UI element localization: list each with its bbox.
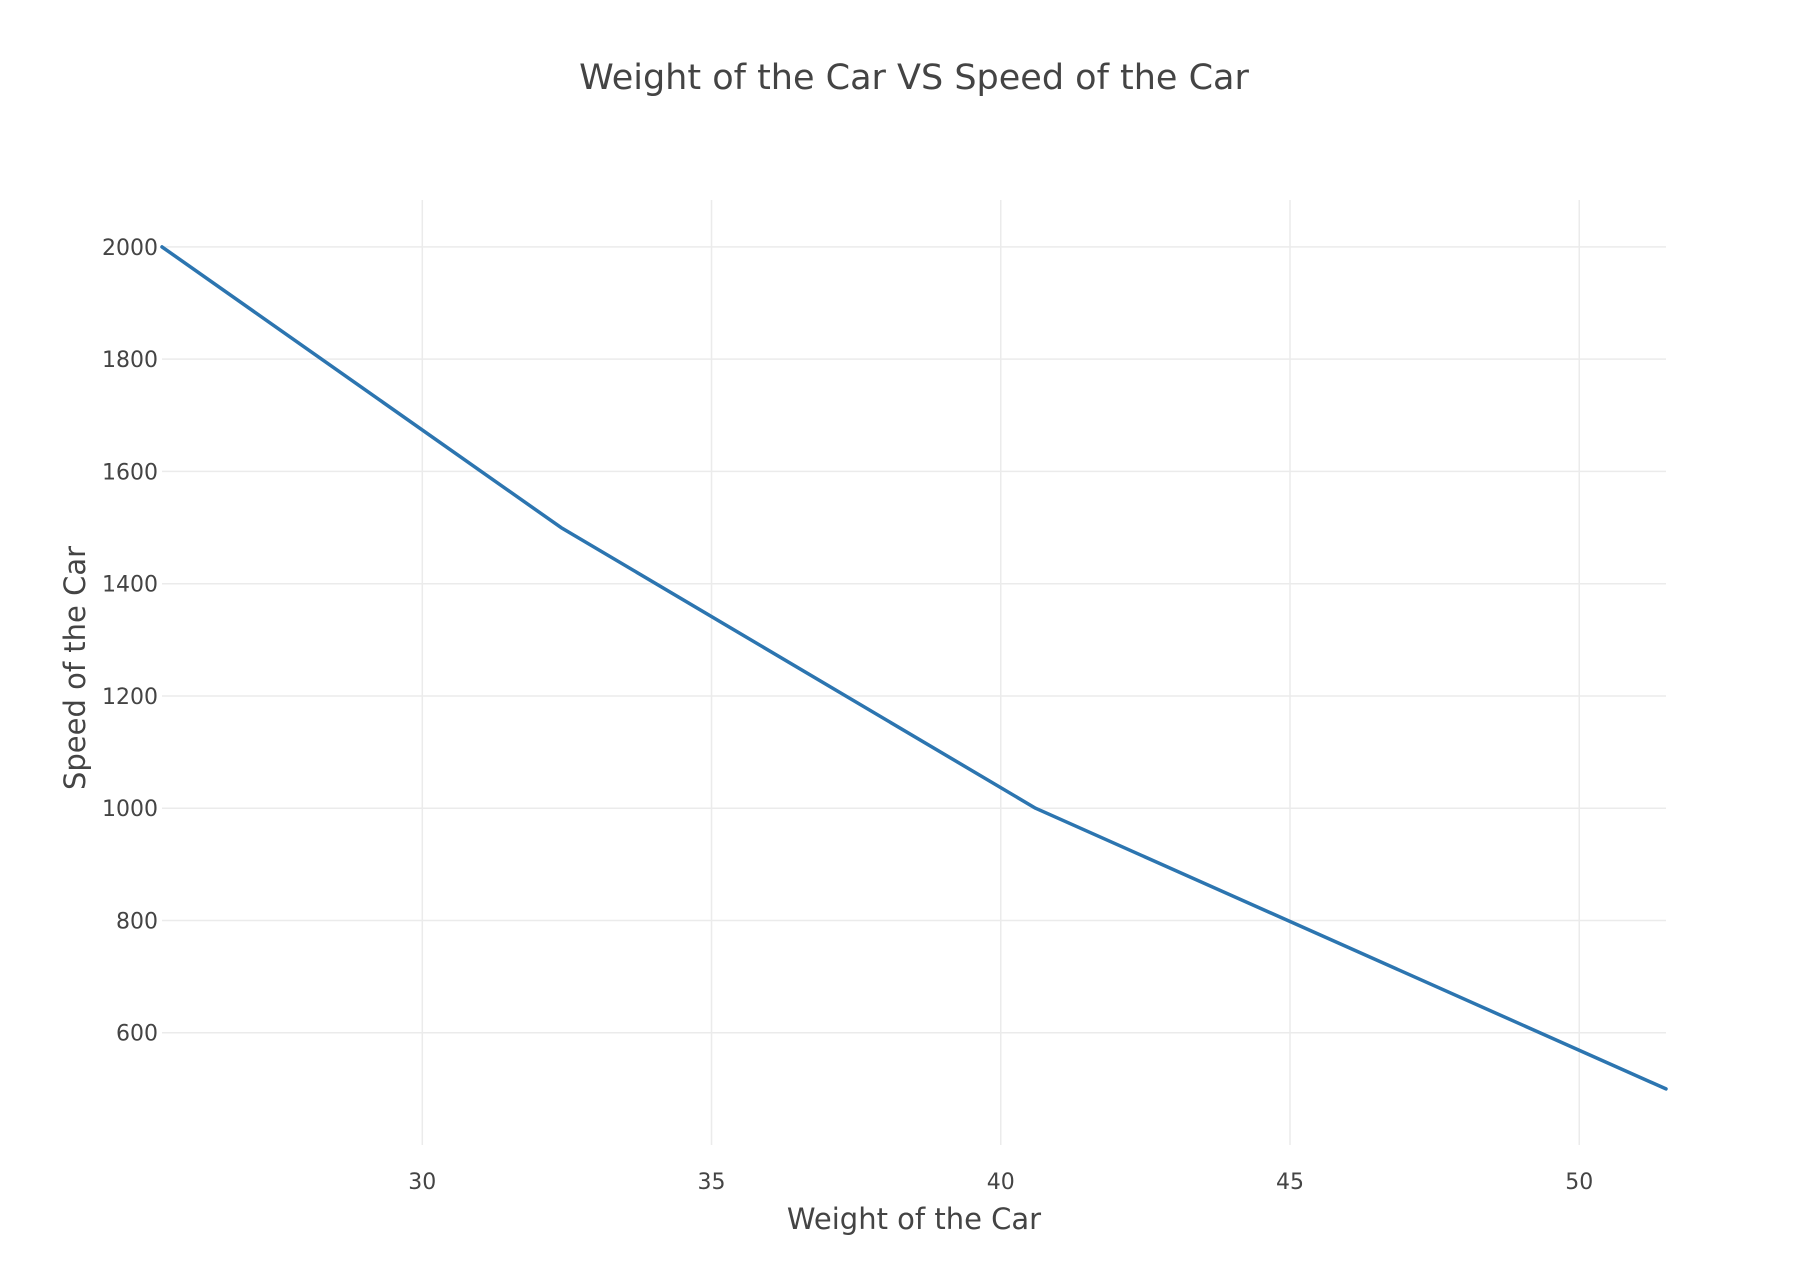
y-tick-label: 1600 — [102, 460, 158, 485]
y-tick-label: 1800 — [102, 348, 158, 373]
y-tick-label: 1000 — [102, 797, 158, 822]
y-tick-label: 1400 — [102, 573, 158, 598]
y-axis-ticks: 600 800 1000 1200 1400 1600 1800 2000 — [102, 236, 158, 1047]
x-axis-ticks: 30 35 40 45 50 — [408, 1170, 1593, 1195]
y-tick-label: 2000 — [102, 236, 158, 261]
y-tick-label: 600 — [116, 1022, 158, 1047]
gridlines — [162, 200, 1666, 1145]
x-tick-label: 45 — [1276, 1170, 1304, 1195]
x-tick-label: 50 — [1565, 1170, 1593, 1195]
y-tick-label: 800 — [116, 909, 158, 934]
x-axis-title: Weight of the Car — [787, 1202, 1041, 1236]
series-layer — [160, 245, 1668, 1091]
x-tick-label: 35 — [698, 1170, 726, 1195]
y-axis-title: Speed of the Car — [58, 546, 92, 790]
y-tick-label: 1200 — [102, 685, 158, 710]
chart-title: Weight of the Car VS Speed of the Car — [579, 58, 1249, 98]
x-tick-label: 30 — [408, 1170, 436, 1195]
series-line — [160, 245, 1668, 1091]
x-tick-label: 40 — [987, 1170, 1015, 1195]
